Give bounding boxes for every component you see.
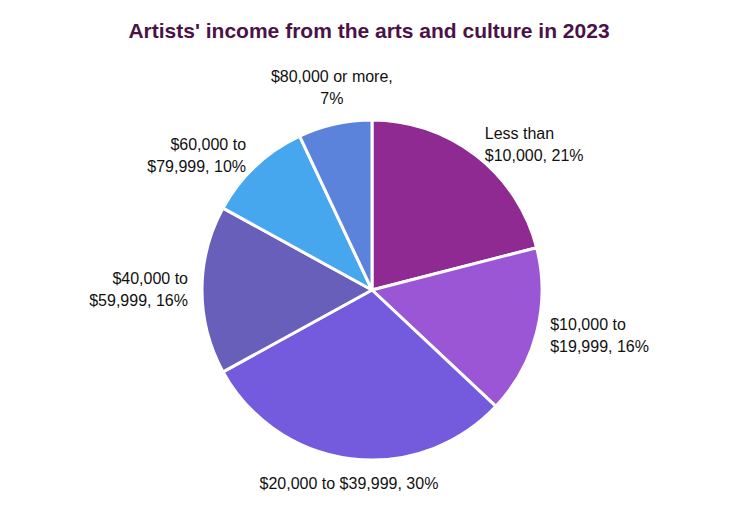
- value-label: 21%: [552, 147, 584, 164]
- label-line: $79,999, 10%: [147, 158, 246, 175]
- label-line: $19,999, 16%: [550, 338, 649, 355]
- value-label: 16%: [617, 338, 649, 355]
- category-label: $79,999: [147, 158, 205, 175]
- category-label: $10,000 to: [550, 316, 626, 333]
- value-label: 30%: [406, 475, 438, 492]
- category-label: $10,000: [485, 147, 543, 164]
- category-label: $40,000 to: [112, 270, 188, 287]
- data-label: $40,000 to $59,999, 16%: [89, 270, 188, 309]
- value-label: 16%: [156, 292, 188, 309]
- title: Artists' income from the arts and cultur…: [128, 19, 609, 42]
- category-label: $59,999: [89, 292, 147, 309]
- label-line: $80,000 or more,: [271, 68, 393, 85]
- separator: ,: [388, 68, 392, 85]
- category-label: $19,999: [550, 338, 608, 355]
- label-line: $60,000 to: [170, 136, 246, 153]
- labels: Less than $10,000, 21% $10,000 to $19,999, …: [89, 68, 649, 491]
- chart: Artists' income from the arts and cultur…: [0, 0, 738, 522]
- label-line: $59,999, 16%: [89, 292, 188, 309]
- label-line: Less than: [485, 125, 554, 142]
- label-line: $10,000, 21%: [485, 147, 584, 164]
- value-label: 7%: [320, 90, 343, 107]
- label-line: $20,000 to $39,999, 30%: [260, 475, 439, 492]
- label-line: $40,000 to: [112, 270, 188, 287]
- category-label: $20,000 to $39,999: [260, 475, 398, 492]
- data-label: $10,000 to $19,999, 16%: [550, 316, 649, 355]
- data-label: $20,000 to $39,999, 30%: [260, 475, 439, 492]
- pie: [202, 120, 542, 460]
- category-label: $60,000 to: [170, 136, 246, 153]
- label-line: 7%: [320, 90, 343, 107]
- category-label: $80,000 or more: [271, 68, 389, 85]
- category-label: Less than: [485, 125, 554, 142]
- slice: [300, 120, 372, 290]
- value-label: 10%: [214, 158, 246, 175]
- label-line: $10,000 to: [550, 316, 626, 333]
- data-label: $60,000 to $79,999, 10%: [147, 136, 246, 175]
- data-label: Less than $10,000, 21%: [485, 125, 584, 164]
- data-label: $80,000 or more, 7%: [271, 68, 393, 107]
